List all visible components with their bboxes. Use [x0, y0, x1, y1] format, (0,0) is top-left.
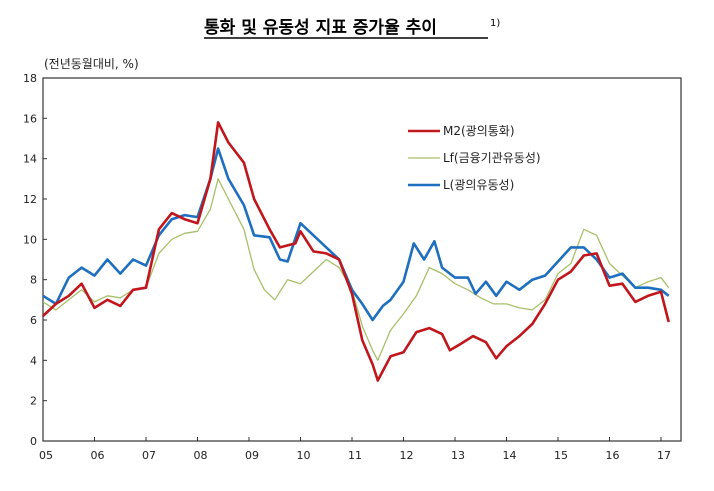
series-line-0 — [42, 121, 670, 382]
plot-frame — [42, 77, 682, 442]
x-tick-label: 09 — [245, 449, 259, 462]
y-tick-label: 8 — [30, 274, 37, 287]
x-tick-label: 14 — [503, 449, 517, 462]
y-tick-label: 2 — [30, 395, 37, 408]
x-tick-label: 13 — [451, 449, 465, 462]
y-tick-label: 14 — [23, 153, 37, 166]
y-tick-label: 0 — [30, 435, 37, 448]
legend-label: L(광의유동성) — [443, 178, 514, 192]
legend-label: Lf(금융기관유동성) — [443, 151, 541, 165]
y-tick-label: 12 — [23, 193, 37, 206]
x-tick-label: 17 — [657, 449, 671, 462]
x-tick-label: 06 — [91, 449, 105, 462]
title-footnote: 1) — [490, 18, 500, 29]
x-tick-label: 10 — [297, 449, 311, 462]
x-tick-label: 16 — [606, 449, 620, 462]
x-tick-label: 05 — [39, 449, 53, 462]
x-tick-label: 15 — [554, 449, 568, 462]
y-tick-label: 10 — [23, 233, 37, 246]
y-tick-label: 4 — [30, 354, 37, 367]
x-tick-label: 11 — [348, 449, 362, 462]
y-tick-label: 18 — [23, 72, 37, 85]
chart-title: 통화 및 유동성 지표 증가율 추이 — [204, 18, 437, 38]
x-tick-label: 07 — [142, 449, 156, 462]
x-tick-label: 12 — [400, 449, 414, 462]
x-tick-label: 08 — [194, 449, 208, 462]
legend-label: M2(광의통화) — [443, 124, 515, 138]
y-tick-label: 6 — [30, 314, 37, 327]
series-line-1 — [42, 178, 670, 361]
y-axis-label: (전년동월대비, %) — [44, 57, 139, 71]
series-line-2 — [42, 147, 670, 322]
y-tick-label: 16 — [23, 112, 37, 125]
